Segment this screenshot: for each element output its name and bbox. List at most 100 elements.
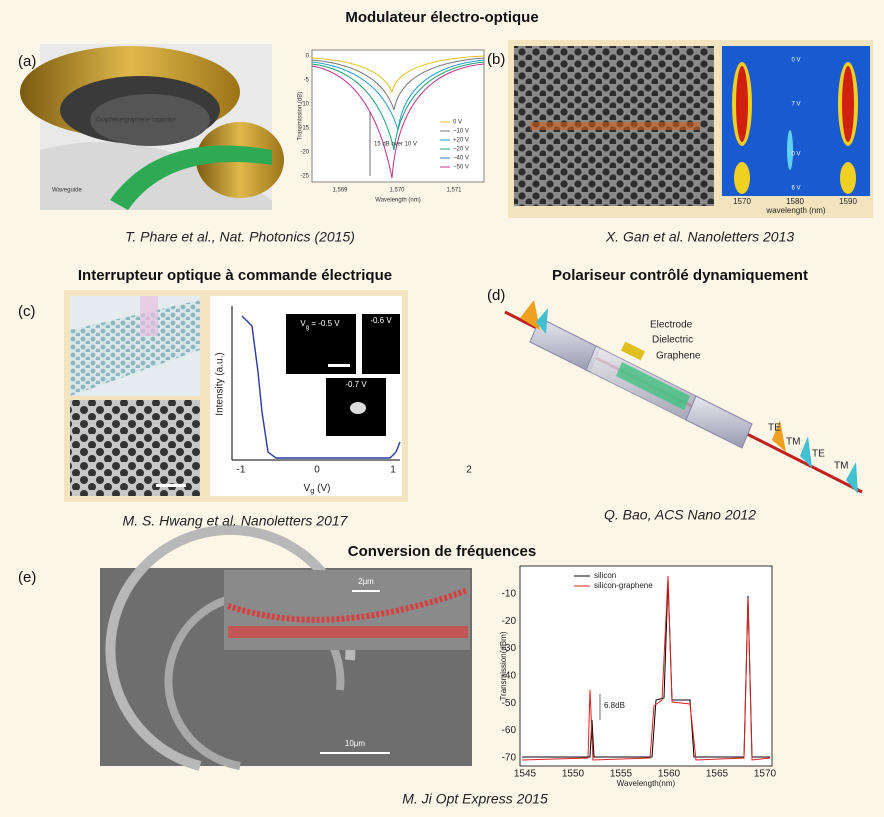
x-axis-label-rest: (V) — [314, 483, 330, 494]
illustration-label: Waveguide — [52, 188, 82, 194]
map-label: 0 V — [791, 58, 800, 64]
y-tick-label: -40 — [502, 671, 517, 682]
decoration — [241, 315, 401, 459]
panel-d-diagram — [504, 300, 863, 494]
decoration — [70, 400, 200, 496]
citation: Q. Bao, ACS Nano 2012 — [604, 507, 756, 523]
panel-label: (a) — [18, 53, 36, 70]
decoration — [320, 752, 390, 754]
legend-entry: −10 V — [453, 129, 469, 135]
diagram-label: Graphene — [656, 351, 701, 362]
citation: T. Phare et al., Nat. Photonics (2015) — [125, 229, 355, 245]
decoration — [328, 364, 350, 367]
diagram-label: Dielectric — [652, 335, 693, 346]
x-tick-label: 1,571 — [446, 188, 462, 194]
legend-entry: −40 V — [453, 156, 469, 162]
decoration — [685, 395, 753, 449]
decoration — [350, 402, 366, 414]
y-tick-label: -70 — [502, 752, 517, 763]
decoration — [311, 57, 485, 111]
x-tick-label: 1570 — [733, 197, 751, 206]
x-axis-label: Wavelength (nm) — [375, 198, 420, 204]
decoration — [311, 61, 485, 151]
legend-entry: silicon-graphene — [594, 581, 653, 590]
y-tick-label: -30 — [502, 643, 517, 654]
x-axis-label-base: V — [304, 483, 311, 494]
x-axis-label: wavelength (nm) — [765, 206, 825, 215]
decoration — [110, 145, 272, 210]
y-tick-label: -20 — [502, 616, 517, 627]
panel-c-images — [64, 290, 408, 502]
diagram-label: TM — [834, 461, 848, 472]
map-label: 6 V — [791, 186, 800, 192]
decoration — [352, 590, 380, 592]
diagram-label: TM — [786, 437, 800, 448]
decoration — [362, 314, 400, 374]
heading: Modulateur électro-optique — [345, 9, 538, 26]
diagram-label: TE — [768, 423, 781, 434]
decoration — [616, 362, 690, 410]
scale-bar-label: 10μm — [345, 739, 366, 748]
decoration — [70, 300, 200, 396]
decoration — [90, 94, 210, 146]
decoration — [734, 162, 750, 194]
inset-label-rest: -0.6 V — [370, 316, 392, 325]
map-label: 7 V — [791, 102, 800, 108]
panel-a-illustration — [20, 44, 284, 210]
inset-label: -0.6 V — [370, 316, 392, 325]
x-tick-label: 1560 — [658, 769, 681, 780]
x-tick-label: 0 — [314, 465, 320, 476]
decoration — [787, 130, 793, 170]
x-tick-label: -1 — [237, 465, 246, 476]
annotation: 15 dB over 10 V — [374, 142, 417, 148]
x-axis-label-sub: g — [310, 486, 314, 495]
x-tick-label: 1570 — [754, 769, 777, 780]
scale-bar-label: 2μm — [358, 577, 374, 586]
x-tick-label: 2 — [466, 465, 472, 476]
decoration — [620, 341, 646, 361]
decoration — [519, 565, 773, 767]
x-tick-label: 1590 — [839, 197, 857, 206]
decoration — [772, 420, 786, 452]
inset-label: -0.7 V — [345, 380, 367, 389]
y-tick-label: -60 — [502, 725, 517, 736]
x-tick-label: 1,569 — [332, 188, 348, 194]
panel-label: (c) — [18, 303, 36, 320]
x-axis-label: Vg (V) — [304, 483, 331, 495]
x-tick-label: 1,570 — [389, 188, 405, 194]
x-tick-label: 1 — [390, 465, 396, 476]
diagram-label: TE — [812, 449, 825, 460]
y-tick-label: -5 — [304, 78, 310, 84]
diagram-label: Electrode — [650, 320, 693, 331]
decoration — [228, 626, 468, 638]
y-tick-label: -20 — [300, 150, 309, 156]
panel-e-sem — [100, 524, 472, 771]
x-tick-label: 1565 — [706, 769, 729, 780]
map-label: 0 V — [791, 152, 800, 158]
y-tick-label: -50 — [502, 698, 517, 709]
decoration — [800, 436, 812, 468]
decoration — [156, 484, 186, 487]
heading: Polariseur contrôlé dynamiquement — [552, 267, 808, 284]
panel-label: (d) — [487, 287, 505, 304]
decoration — [520, 300, 540, 330]
x-tick-label: 1555 — [610, 769, 633, 780]
heading: Interrupteur optique à commande électriq… — [78, 267, 392, 284]
y-tick-label: -10 — [300, 102, 309, 108]
decoration — [227, 587, 470, 623]
decoration — [840, 162, 856, 194]
x-axis-label: Wavelength(nm) — [617, 779, 676, 788]
decoration — [530, 122, 700, 130]
inset-label: Vg = -0.5 V — [300, 319, 340, 330]
panel-e-plot — [519, 565, 773, 767]
legend-entry: 0 V — [453, 120, 462, 126]
inset-label-sub: g — [306, 325, 309, 331]
panel-b-images — [508, 40, 873, 218]
decoration — [842, 66, 854, 142]
inset-label-rest: -0.7 V — [345, 380, 367, 389]
legend-entry: −20 V — [453, 147, 469, 153]
inset-label-base: V — [300, 319, 306, 328]
decoration — [536, 308, 548, 334]
y-tick-label: -25 — [300, 174, 309, 180]
